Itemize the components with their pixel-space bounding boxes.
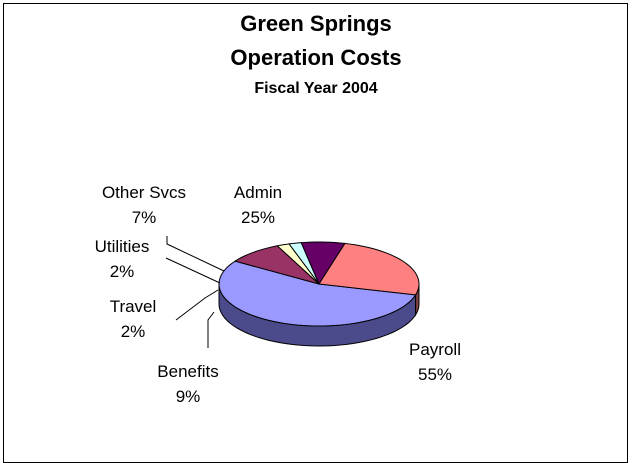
pie-slice-admin [318, 242, 420, 296]
slice-label-other-svcs: Other Svcs [102, 183, 186, 202]
chart-title: Green Springs [240, 11, 392, 36]
slice-label-payroll: Payroll [409, 340, 461, 359]
pie-slice-benefits [233, 245, 320, 285]
chart-area [3, 3, 628, 463]
slice-label-utilities: Utilities [95, 237, 150, 256]
chart-subtitle: Fiscal Year 2004 [254, 80, 378, 97]
leader-line-utilities [165, 257, 221, 284]
slice-value-travel: 2% [121, 322, 146, 341]
slice-value-admin: 25% [241, 208, 275, 227]
pie-slice-other-svcs [300, 241, 346, 286]
slice-value-other-svcs: 7% [132, 208, 157, 227]
chart-title-line-2: Operation Costs [230, 45, 402, 70]
slice-value-payroll: 55% [418, 365, 452, 384]
slice-label-travel: Travel [110, 297, 157, 316]
leader-line-other-svcs [166, 236, 225, 272]
slice-value-utilities: 2% [110, 262, 135, 281]
slice-value-benefits: 9% [176, 387, 201, 406]
leader-line-benefits [207, 311, 215, 348]
leader-line-travel [175, 289, 219, 321]
slice-label-admin: Admin [234, 183, 282, 202]
slice-label-benefits: Benefits [157, 362, 218, 381]
